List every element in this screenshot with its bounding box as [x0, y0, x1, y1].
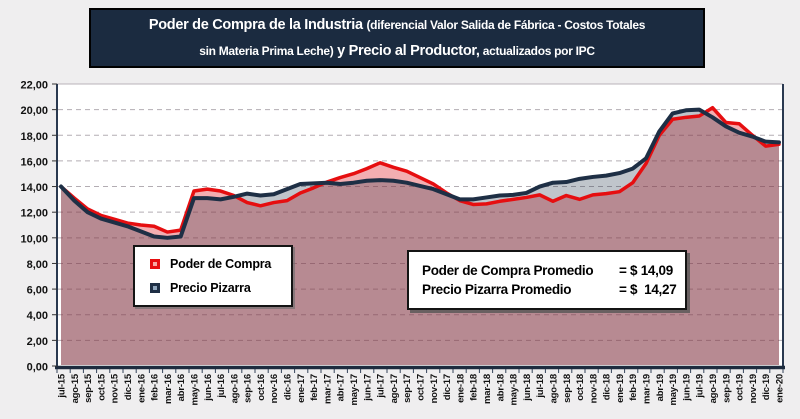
- annotation-label: Poder de Compra Promedio: [422, 263, 594, 278]
- svg-text:feb-18: feb-18: [469, 374, 480, 401]
- annotation-label: Precio Pizarra Promedio: [422, 282, 572, 297]
- svg-text:nov-17: nov-17: [429, 374, 440, 403]
- svg-text:dic-17: dic-17: [442, 374, 453, 400]
- svg-text:may-18: may-18: [509, 374, 520, 406]
- svg-text:oct-17: oct-17: [416, 374, 427, 401]
- svg-text:feb-17: feb-17: [309, 374, 320, 401]
- svg-text:nov-18: nov-18: [588, 374, 599, 403]
- svg-text:nov-19: nov-19: [748, 374, 759, 403]
- svg-text:10,00: 10,00: [20, 233, 48, 245]
- svg-text:sep-16: sep-16: [243, 374, 254, 403]
- svg-text:ago-17: ago-17: [389, 374, 400, 403]
- legend: Poder de Compra Precio Pizarra: [133, 245, 293, 307]
- svg-text:nov-15: nov-15: [110, 373, 121, 403]
- legend-item-precio-pizarra: Precio Pizarra: [150, 281, 291, 295]
- svg-text:sep-17: sep-17: [402, 374, 413, 403]
- svg-text:2,00: 2,00: [27, 336, 48, 348]
- svg-text:jul-17: jul-17: [376, 374, 387, 399]
- title-part-2a: (diferencial Valor Salida de Fábrica - C…: [366, 18, 646, 32]
- chart-title-text: Poder de Compra de la Industria (diferen…: [148, 12, 646, 64]
- svg-text:ene-17: ene-17: [296, 374, 307, 403]
- svg-text:dic-18: dic-18: [602, 374, 613, 400]
- svg-text:sep-19: sep-19: [721, 374, 732, 403]
- svg-text:14,00: 14,00: [20, 182, 48, 194]
- svg-text:may-19: may-19: [668, 374, 679, 406]
- svg-text:jul-16: jul-16: [216, 374, 227, 399]
- svg-text:abr-19: abr-19: [655, 374, 666, 401]
- svg-text:mar-17: mar-17: [322, 374, 333, 404]
- red-square-marker-icon: [150, 259, 160, 269]
- svg-text:jul-19: jul-19: [695, 374, 706, 399]
- svg-text:sep-15: sep-15: [83, 373, 94, 403]
- svg-text:mar-16: mar-16: [163, 374, 174, 404]
- svg-text:jul-18: jul-18: [535, 374, 546, 399]
- svg-text:16,00: 16,00: [20, 156, 48, 168]
- annotation-value: = $ 14,09: [619, 263, 673, 278]
- svg-text:22,00: 22,00: [20, 80, 48, 92]
- svg-text:may-17: may-17: [349, 374, 360, 406]
- svg-text:20,00: 20,00: [20, 105, 48, 117]
- svg-text:ene-18: ene-18: [455, 374, 466, 403]
- svg-text:12,00: 12,00: [20, 208, 48, 220]
- svg-text:ago-19: ago-19: [708, 374, 719, 403]
- svg-text:oct-18: oct-18: [575, 374, 586, 401]
- svg-text:feb-16: feb-16: [150, 374, 161, 401]
- annotation-row: Precio Pizarra Promedio = $ 14,27: [422, 280, 685, 299]
- title-part-3: y Precio al Productor,: [333, 43, 480, 59]
- title-part-4: actualizados por IPC: [479, 44, 595, 58]
- svg-text:0,00: 0,00: [27, 362, 48, 374]
- svg-text:ago-16: ago-16: [229, 374, 240, 403]
- svg-text:oct-16: oct-16: [256, 374, 267, 401]
- svg-text:jun-17: jun-17: [362, 374, 373, 402]
- svg-text:18,00: 18,00: [20, 131, 48, 143]
- svg-text:mar-19: mar-19: [642, 374, 653, 404]
- svg-text:ene-19: ene-19: [615, 374, 626, 403]
- svg-text:may-16: may-16: [189, 374, 200, 406]
- legend-label: Precio Pizarra: [170, 281, 251, 295]
- title-part-2b: sin Materia Prima Leche): [199, 44, 334, 58]
- svg-text:mar-18: mar-18: [482, 374, 493, 404]
- svg-text:6,00: 6,00: [27, 285, 48, 297]
- navy-square-marker-icon: [150, 283, 160, 293]
- svg-text:ene-16: ene-16: [136, 374, 147, 403]
- svg-text:8,00: 8,00: [27, 259, 48, 271]
- svg-text:feb-19: feb-19: [628, 374, 639, 401]
- legend-item-poder-de-compra: Poder de Compra: [150, 257, 291, 271]
- svg-text:sep-18: sep-18: [562, 374, 573, 403]
- average-annotation-box: Poder de Compra Promedio = $ 14,09 Preci…: [407, 250, 687, 310]
- svg-text:jun-16: jun-16: [203, 374, 214, 402]
- svg-text:abr-16: abr-16: [176, 374, 187, 401]
- svg-text:ene-20: ene-20: [775, 374, 786, 403]
- svg-text:jun-18: jun-18: [522, 374, 533, 402]
- svg-text:ago-18: ago-18: [548, 374, 559, 403]
- svg-text:ago-15: ago-15: [70, 373, 81, 403]
- svg-text:abr-18: abr-18: [495, 374, 506, 401]
- svg-text:dic-15: dic-15: [123, 373, 134, 400]
- chart-title: Poder de Compra de la Industria (diferen…: [89, 8, 705, 68]
- svg-text:4,00: 4,00: [27, 310, 48, 322]
- svg-text:nov-16: nov-16: [269, 374, 280, 403]
- title-part-1: Poder de Compra de la Industria: [148, 17, 367, 33]
- svg-text:jun-19: jun-19: [681, 374, 692, 402]
- annotation-row: Poder de Compra Promedio = $ 14,09: [422, 261, 685, 280]
- svg-text:dic-19: dic-19: [761, 374, 772, 400]
- legend-label: Poder de Compra: [170, 257, 272, 271]
- svg-text:jul-15: jul-15: [57, 373, 68, 399]
- svg-text:dic-16: dic-16: [283, 374, 294, 400]
- svg-text:oct-15: oct-15: [96, 373, 107, 401]
- annotation-value: = $ 14,27: [619, 282, 677, 297]
- svg-text:abr-17: abr-17: [336, 374, 347, 401]
- svg-text:oct-19: oct-19: [735, 374, 746, 401]
